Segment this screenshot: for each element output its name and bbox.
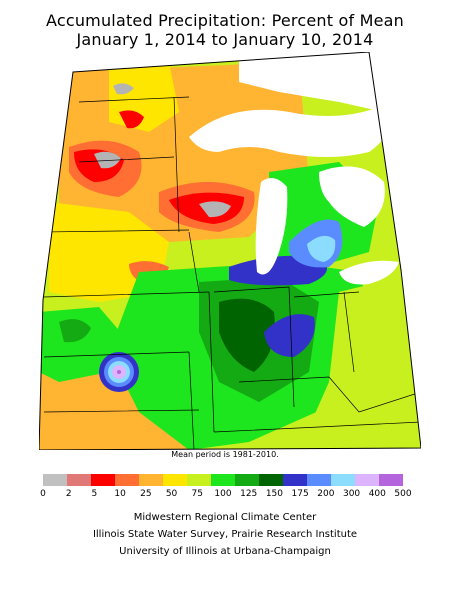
- field-300-400-michigan: [307, 235, 336, 262]
- legend-swatch: [283, 474, 307, 486]
- credit-university: University of Illinois at Urbana-Champai…: [119, 546, 331, 557]
- legend-tick-label: 0: [40, 489, 46, 499]
- field-500-plus-kansas: [117, 370, 121, 374]
- field-0-2-minnesota: [94, 151, 121, 169]
- legend-swatch: [307, 474, 331, 486]
- field-10-25-north: [119, 110, 144, 129]
- legend-tick-label: 200: [317, 489, 335, 499]
- legend-tick-label: 5: [91, 489, 98, 499]
- map-frame: [39, 52, 421, 450]
- lake-michigan: [255, 178, 288, 275]
- legend-tick-label: 500: [394, 489, 412, 499]
- map-title: Accumulated Precipitation: Percent of Me…: [45, 11, 404, 30]
- legend-swatch: [187, 474, 211, 486]
- legend-tick-label: 300: [342, 489, 361, 499]
- legend-swatch: [139, 474, 163, 486]
- credit-survey: Illinois State Water Survey, Prairie Res…: [92, 529, 358, 540]
- lake-erie: [339, 260, 399, 285]
- legend-swatch: [91, 474, 115, 486]
- legend-swatch: [331, 474, 355, 486]
- legend-swatch: [67, 474, 91, 486]
- legend-tick-labels: 0 2 5 10 25 50 75 100 125 150 175 200 300 400 500: [0, 489, 450, 501]
- precipitation-map: [39, 52, 421, 450]
- map-date-range: January 1, 2014 to January 10, 2014: [76, 30, 374, 49]
- legend-swatch: [379, 474, 403, 486]
- field-125-150-missouri: [59, 319, 91, 343]
- credit-center: Midwestern Regional Climate Center: [133, 512, 317, 523]
- field-0-2-wisconsin: [199, 201, 231, 218]
- mean-period-note: Mean period is 1981-2010.: [171, 450, 279, 459]
- legend-tick-label: 2: [65, 489, 72, 499]
- legend-tick-label: 400: [368, 489, 386, 499]
- legend-swatch: [163, 474, 187, 486]
- legend-tick-label: 175: [291, 489, 309, 499]
- legend-swatch: [259, 474, 283, 486]
- state-borders: [43, 96, 421, 450]
- legend-tick-label: 10: [114, 489, 126, 499]
- field-0-2-north: [113, 83, 134, 95]
- lake-huron: [319, 166, 385, 227]
- field-150-175-illinois: [219, 298, 275, 372]
- legend-swatch: [115, 474, 139, 486]
- field-175-200-indiana: [264, 314, 315, 357]
- legend-tick-label: 50: [165, 489, 178, 499]
- legend-tick-label: 75: [191, 489, 204, 499]
- legend-tick-label: 100: [214, 489, 232, 499]
- legend-swatch: [235, 474, 259, 486]
- legend-tick-label: 25: [140, 489, 152, 499]
- field-75-100-east: [299, 272, 421, 450]
- legend-swatch: [355, 474, 379, 486]
- legend-swatch: [211, 474, 235, 486]
- lake-superior: [189, 107, 387, 157]
- legend-swatch: [43, 474, 67, 486]
- color-legend: [43, 474, 403, 486]
- legend-tick-label: 125: [240, 489, 258, 499]
- legend-tick-label: 150: [265, 489, 284, 499]
